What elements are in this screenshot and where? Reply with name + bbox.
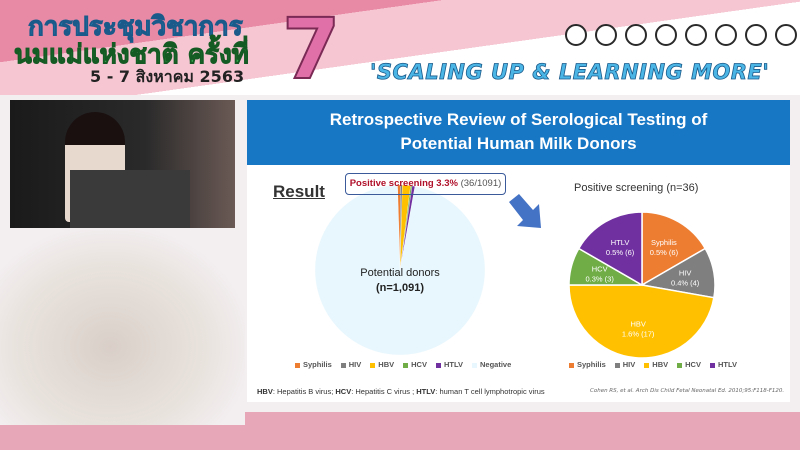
logo-icon (625, 24, 647, 46)
slide-title-line1: Retrospective Review of Serological Test… (329, 110, 708, 129)
legend-swatch (614, 362, 620, 368)
chart2-legend: Syphilis HIV HBV HCV HTLV (569, 360, 737, 369)
legend-item: HTLV (709, 360, 737, 369)
presentation-slide: Retrospective Review of Serological Test… (247, 100, 790, 402)
speaker-video (10, 100, 235, 228)
arrow-icon (509, 194, 541, 228)
legend-item: Syphilis (295, 360, 332, 369)
logo-icon (715, 24, 737, 46)
logo-icon (745, 24, 767, 46)
logo-icon (655, 24, 677, 46)
legend-item: HIV (614, 360, 635, 369)
legend-item: HCV (403, 360, 427, 369)
legend-swatch (709, 362, 715, 368)
pie-slice-htlv (577, 211, 643, 287)
legend-swatch (677, 362, 683, 368)
legend-swatch (403, 362, 409, 368)
legend-swatch (644, 362, 650, 368)
legend-swatch (435, 362, 441, 368)
legend-item: HCV (677, 360, 701, 369)
logo-icon (775, 24, 797, 46)
banner-number: 7 (281, 0, 341, 95)
data-label: 0.5% (6) (606, 248, 635, 257)
positive-screening-callout: Positive screening 3.3% (36/1091) (345, 173, 506, 195)
chart1-legend: Syphilis HIV HBV HCV HTLV Negative (295, 360, 511, 369)
sponsor-logos (565, 24, 797, 46)
slide-title: Retrospective Review of Serological Test… (247, 100, 790, 165)
background-photo (0, 230, 245, 425)
pie-slice-syphilis (641, 211, 707, 287)
conference-banner: การประชุมวิชาการ นมแม่แห่งชาติ ครั้งที่ … (0, 0, 800, 95)
footnote: HBV: Hepatitis B virus; HCV: Hepatitis C… (257, 387, 545, 396)
legend-swatch (472, 362, 477, 368)
legend-item: HIV (340, 360, 361, 369)
banner-title-line1: การประชุมวิชาการ (28, 12, 244, 43)
chart2-title: Positive screening (n=36) (574, 182, 699, 194)
data-label: HBV (630, 320, 645, 329)
banner-title-line2: นมแม่แห่งชาติ ครั้งที่ (14, 40, 250, 71)
logo-icon (595, 24, 617, 46)
chart1-center-label: Potential donors (360, 267, 440, 279)
legend-item: Negative (472, 360, 511, 369)
callout-bold: Positive screening 3.3% (349, 178, 458, 189)
data-label: HIV (679, 268, 692, 277)
legend-swatch (370, 362, 376, 368)
logo-icon (685, 24, 707, 46)
pie-slice-hbv (568, 284, 715, 359)
legend-item: HTLV (435, 360, 463, 369)
result-heading: Result (273, 182, 325, 201)
podium (70, 170, 190, 228)
legend-item: Syphilis (569, 360, 606, 369)
legend-swatch (569, 362, 574, 368)
slide-title-line2: Potential Human Milk Donors (400, 134, 637, 153)
data-label: 0.5% (6) (650, 248, 679, 257)
data-label: 1.6% (17) (622, 330, 655, 339)
chart1-center-sublabel: (n=1,091) (376, 282, 424, 294)
data-label: 0.3% (3) (586, 275, 615, 284)
pie-slice-negative (314, 184, 486, 356)
banner-slogan: 'SCALING UP & LEARNING MORE' (370, 60, 770, 85)
citation: Cohen RS, et al. Arch Dis Child Fetal Ne… (590, 388, 785, 394)
banner-date: 5 - 7 สิงหาคม 2563 (90, 67, 245, 86)
legend-item: HBV (370, 360, 394, 369)
data-label: Syphilis (651, 238, 677, 247)
data-label: 0.4% (4) (671, 278, 700, 287)
data-label: HTLV (611, 238, 630, 247)
legend-item: HBV (644, 360, 668, 369)
callout-rest: (36/1091) (457, 178, 502, 189)
logo-icon (565, 24, 587, 46)
legend-swatch (340, 362, 346, 368)
data-label: HCV (592, 265, 608, 274)
legend-swatch (295, 362, 300, 368)
